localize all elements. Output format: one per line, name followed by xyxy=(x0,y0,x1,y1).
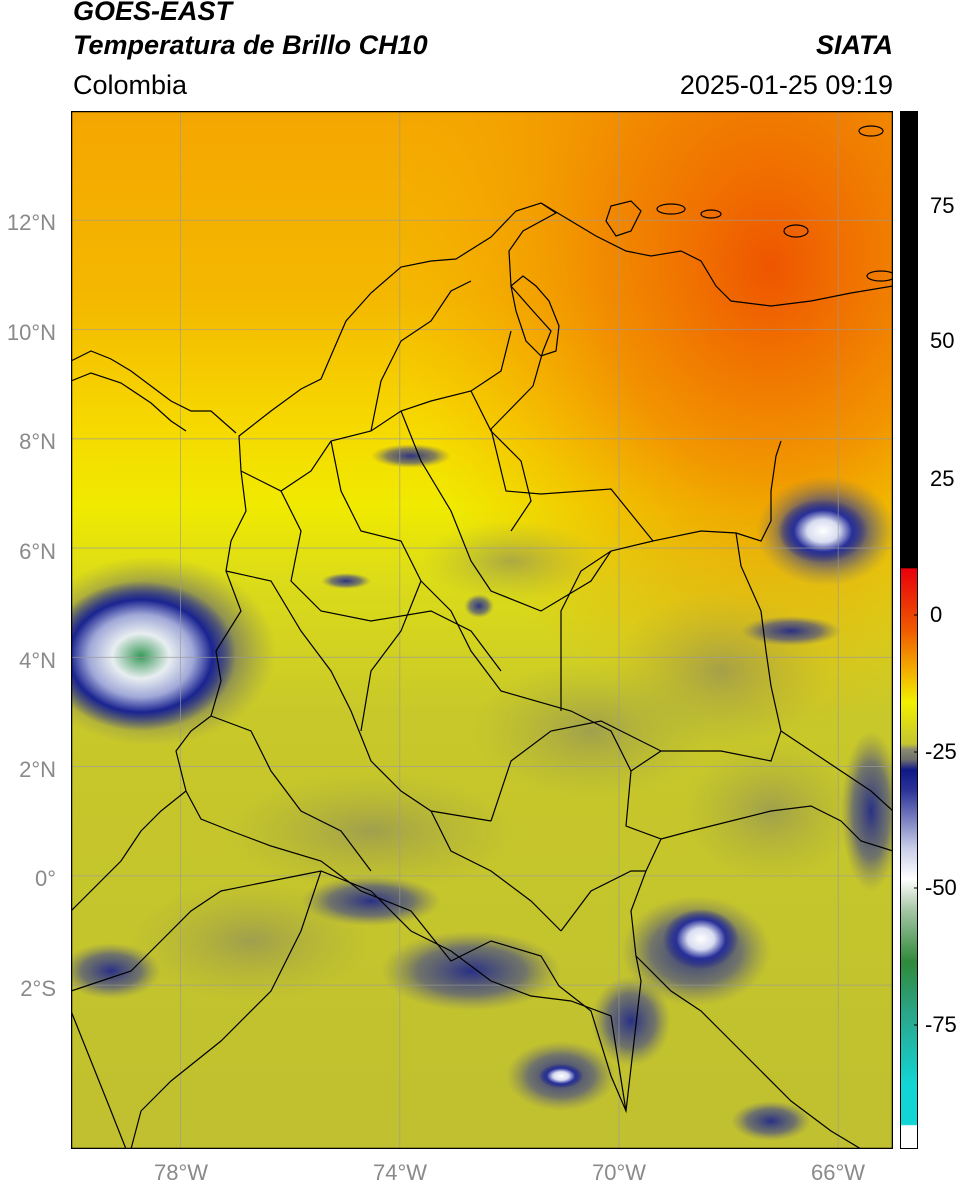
lon-label-70w: 70°W xyxy=(592,1160,647,1185)
cbar-label-25: 25 xyxy=(930,466,955,491)
satellite-title: GOES-EAST xyxy=(73,0,233,26)
brightness-temperature-map xyxy=(71,111,893,1149)
temperature-colorbar xyxy=(900,111,918,1149)
lat-lon-grid xyxy=(71,111,893,1149)
cbar-label-neg75: -75 xyxy=(925,1012,957,1037)
source-label: SIATA xyxy=(816,30,893,60)
lon-label-74w: 74°W xyxy=(373,1160,428,1185)
datetime-label: 2025-01-25 09:19 xyxy=(679,70,893,100)
lon-label-66w: 66°W xyxy=(811,1160,866,1185)
lat-label-0: 0° xyxy=(34,866,56,891)
region-label: Colombia xyxy=(73,70,188,100)
boundaries xyxy=(71,125,893,1149)
lon-label-78w: 78°W xyxy=(154,1160,209,1185)
cbar-label-neg25: -25 xyxy=(925,739,957,764)
map-border xyxy=(71,111,893,1149)
cbar-label-50: 50 xyxy=(930,328,955,353)
lat-label-2s: 2°S xyxy=(20,976,56,1001)
lat-label-2n: 2°N xyxy=(19,757,56,782)
lat-label-12n: 12°N xyxy=(6,210,56,235)
lat-label-8n: 8°N xyxy=(19,429,56,454)
lat-label-10n: 10°N xyxy=(6,320,56,345)
product-title: Temperatura de Brillo CH10 xyxy=(73,30,428,60)
cbar-label-75: 75 xyxy=(930,193,955,218)
lat-label-6n: 6°N xyxy=(19,539,56,564)
cbar-label-0: 0 xyxy=(930,602,943,627)
cbar-label-neg50: -50 xyxy=(925,875,957,900)
lat-label-4n: 4°N xyxy=(19,648,56,673)
convective-clouds xyxy=(71,444,893,1141)
